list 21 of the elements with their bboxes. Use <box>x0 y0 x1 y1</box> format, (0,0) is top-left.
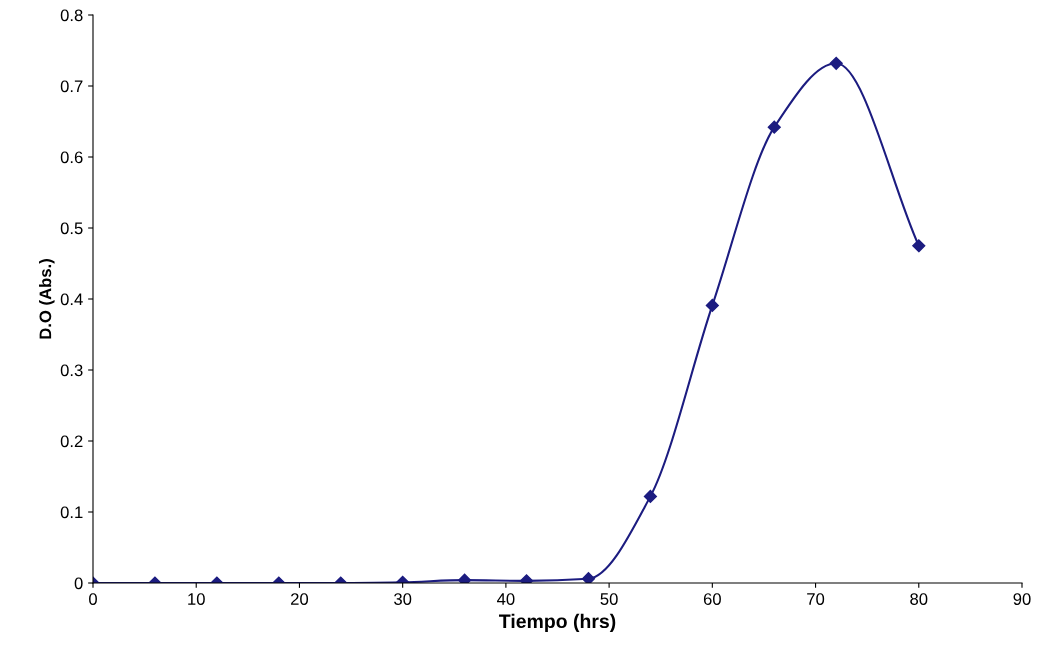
x-tick-label: 40 <box>497 593 515 605</box>
x-tick-label: 80 <box>910 593 928 605</box>
x-tick-label: 20 <box>291 593 309 605</box>
x-tick-label: 90 <box>1013 593 1031 605</box>
y-tick-label: 0.2 <box>60 435 83 448</box>
x-axis-title: Tiempo (hrs) <box>499 613 616 632</box>
y-tick-label: 0.3 <box>60 364 83 377</box>
y-tick-label: 0.4 <box>60 293 83 306</box>
y-tick-label: 0.6 <box>60 151 83 164</box>
y-tick-label: 0.5 <box>60 222 83 235</box>
y-tick-label: 0.7 <box>60 80 83 93</box>
y-tick-label: 0.1 <box>60 506 83 519</box>
y-axis-title: D.O (Abs.) <box>39 259 55 339</box>
x-tick-label: 30 <box>394 593 412 605</box>
x-tick-label: 0 <box>89 593 97 605</box>
y-tick-label: 0 <box>74 577 83 590</box>
x-tick-label: 60 <box>703 593 721 605</box>
x-tick-label: 70 <box>807 593 825 605</box>
y-tick-label: 0.8 <box>60 9 83 22</box>
x-tick-label: 50 <box>600 593 618 605</box>
x-tick-label: 10 <box>188 593 205 605</box>
